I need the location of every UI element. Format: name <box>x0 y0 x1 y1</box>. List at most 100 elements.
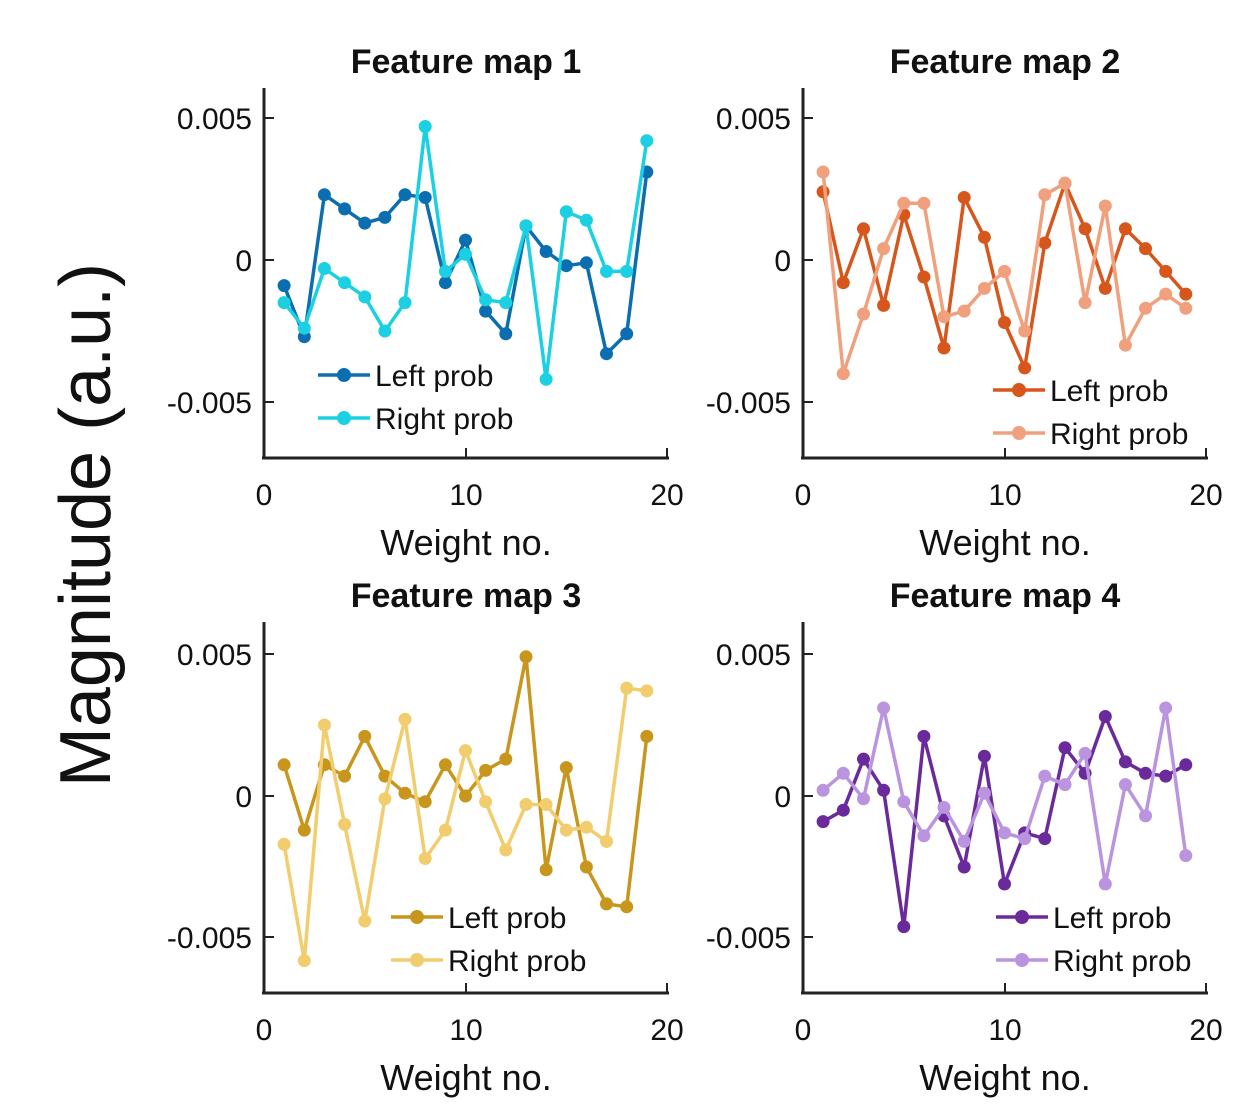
x-axis-label: Weight no. <box>919 1057 1090 1098</box>
data-point-right <box>1098 877 1112 891</box>
data-point-right <box>459 247 472 261</box>
legend: Left prob Right prob <box>993 375 1188 451</box>
data-point-right <box>937 800 951 814</box>
y-tick-label: 0.005 <box>177 103 252 136</box>
data-point-left <box>857 222 870 236</box>
data-point-right <box>977 786 991 800</box>
x-tick-label: 0 <box>795 1014 812 1047</box>
data-point-right <box>1058 176 1072 190</box>
legend: Left prob Right prob <box>318 360 513 436</box>
legend-label-left: Left prob <box>1050 375 1168 408</box>
y-tick-label: 0.005 <box>716 103 791 136</box>
data-point-right <box>937 310 951 324</box>
data-point-right <box>1139 809 1152 823</box>
data-point-left <box>479 304 493 318</box>
data-point-left <box>1159 769 1173 783</box>
data-point-right <box>1159 701 1173 715</box>
panel-title: Feature map 3 <box>351 577 582 615</box>
data-point-left <box>1159 264 1173 278</box>
legend-label-right: Right prob <box>375 403 513 436</box>
data-point-left <box>816 815 830 829</box>
data-point-right <box>816 783 830 797</box>
data-point-left <box>398 188 412 202</box>
data-point-left <box>499 327 513 341</box>
data-point-right <box>836 367 850 381</box>
x-tick-label: 20 <box>1189 1014 1222 1047</box>
data-point-right <box>338 817 352 831</box>
data-point-left <box>917 270 931 284</box>
data-point-left <box>1038 236 1052 250</box>
data-point-left <box>317 188 331 202</box>
data-point-right <box>579 213 593 227</box>
data-point-right <box>897 196 911 210</box>
y-tick-label: 0 <box>774 781 791 814</box>
data-point-right <box>620 264 634 278</box>
data-point-left <box>519 650 533 664</box>
data-point-right <box>398 296 412 310</box>
data-point-left <box>1038 832 1052 846</box>
data-point-left <box>836 803 850 817</box>
data-point-left <box>998 877 1011 891</box>
panel-feature-map-4: Feature map 4 0.005 0 -0.005 0 10 20 Wei… <box>706 577 1223 1098</box>
data-point-left <box>957 191 971 204</box>
data-point-right <box>277 837 291 851</box>
data-point-right <box>358 290 372 304</box>
legend-marker-right <box>337 411 351 425</box>
legend: Left prob Right prob <box>996 902 1191 978</box>
legend-label-right: Right prob <box>1053 945 1191 978</box>
legend-label-right: Right prob <box>1050 418 1188 451</box>
data-point-right <box>479 293 493 307</box>
legend-marker-left <box>1012 383 1026 397</box>
data-point-right <box>857 792 870 806</box>
data-point-left <box>378 210 392 224</box>
data-point-right <box>539 798 553 811</box>
data-point-left <box>438 276 452 290</box>
x-tick-label: 10 <box>988 479 1021 512</box>
y-tick-label: -0.005 <box>706 922 791 955</box>
data-point-right <box>358 914 372 928</box>
data-point-left <box>836 276 850 290</box>
x-axis-label: Weight no. <box>380 1057 551 1098</box>
data-point-left <box>539 245 553 258</box>
data-point-right <box>559 823 573 837</box>
series-line-right <box>821 706 1188 886</box>
y-tick-label: -0.005 <box>706 387 791 420</box>
data-point-right <box>479 795 493 809</box>
data-point-right <box>998 826 1011 840</box>
data-point-right <box>519 798 533 811</box>
data-point-right <box>418 852 432 865</box>
data-point-left <box>1118 755 1132 769</box>
data-point-right <box>977 281 991 295</box>
data-point-left <box>1058 741 1072 755</box>
data-point-right <box>499 843 513 857</box>
data-point-right <box>1078 296 1092 310</box>
data-point-right <box>640 134 654 148</box>
data-point-left <box>418 191 432 204</box>
data-point-right <box>1078 746 1092 760</box>
legend-label-left: Left prob <box>1053 902 1171 935</box>
data-point-right <box>398 712 412 726</box>
legend-marker-left <box>410 910 424 924</box>
data-point-left <box>1098 710 1112 723</box>
data-point-right <box>579 820 593 834</box>
data-point-left <box>338 202 352 216</box>
data-point-right <box>857 307 870 321</box>
x-tick-label: 20 <box>1189 479 1222 512</box>
data-point-left <box>1139 766 1152 780</box>
panel-title: Feature map 2 <box>890 43 1121 81</box>
data-point-left <box>998 316 1011 329</box>
y-axis-label: Magnitude (a.u.) <box>46 263 126 787</box>
legend: Left prob Right prob <box>391 902 586 978</box>
panel-title: Feature map 4 <box>890 577 1121 615</box>
legend-label-right: Right prob <box>448 945 586 978</box>
data-point-right <box>317 718 331 732</box>
series-layer <box>816 165 1193 381</box>
panel-feature-map-1: Feature map 1 0.005 0 -0.005 0 10 20 Wei… <box>167 43 684 563</box>
data-point-left <box>877 783 891 797</box>
data-point-right <box>917 829 931 843</box>
data-point-right <box>277 296 291 310</box>
data-point-left <box>559 259 573 273</box>
data-point-right <box>418 120 432 133</box>
data-point-left <box>640 729 654 743</box>
data-point-right <box>998 264 1011 278</box>
